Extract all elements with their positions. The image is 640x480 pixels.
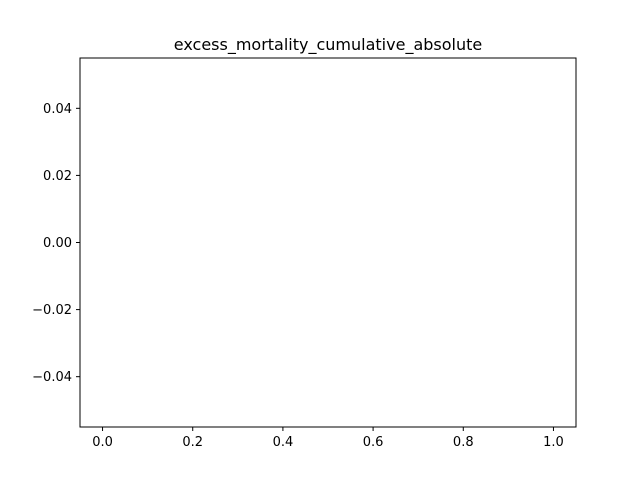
y-tick-label: 0.00 bbox=[43, 236, 72, 251]
x-tick-label: 0.4 bbox=[273, 435, 294, 450]
chart-title: excess_mortality_cumulative_absolute bbox=[174, 35, 482, 55]
x-tick-label: 0.0 bbox=[92, 435, 113, 450]
y-tick-label: −0.02 bbox=[32, 303, 72, 318]
plot-area-frame bbox=[79, 57, 577, 428]
y-tick-label: 0.04 bbox=[43, 102, 72, 117]
x-tick-label: 0.8 bbox=[453, 435, 474, 450]
y-axis: 0.04 0.02 0.00 −0.02 −0.04 bbox=[32, 102, 80, 385]
x-tick-label: 0.6 bbox=[363, 435, 384, 450]
x-tick-label: 0.2 bbox=[182, 435, 203, 450]
x-axis: 0.0 0.2 0.4 0.6 0.8 1.0 bbox=[92, 427, 564, 450]
y-tick-label: −0.04 bbox=[32, 370, 72, 385]
y-tick-label: 0.02 bbox=[43, 169, 72, 184]
x-tick-label: 1.0 bbox=[543, 435, 564, 450]
